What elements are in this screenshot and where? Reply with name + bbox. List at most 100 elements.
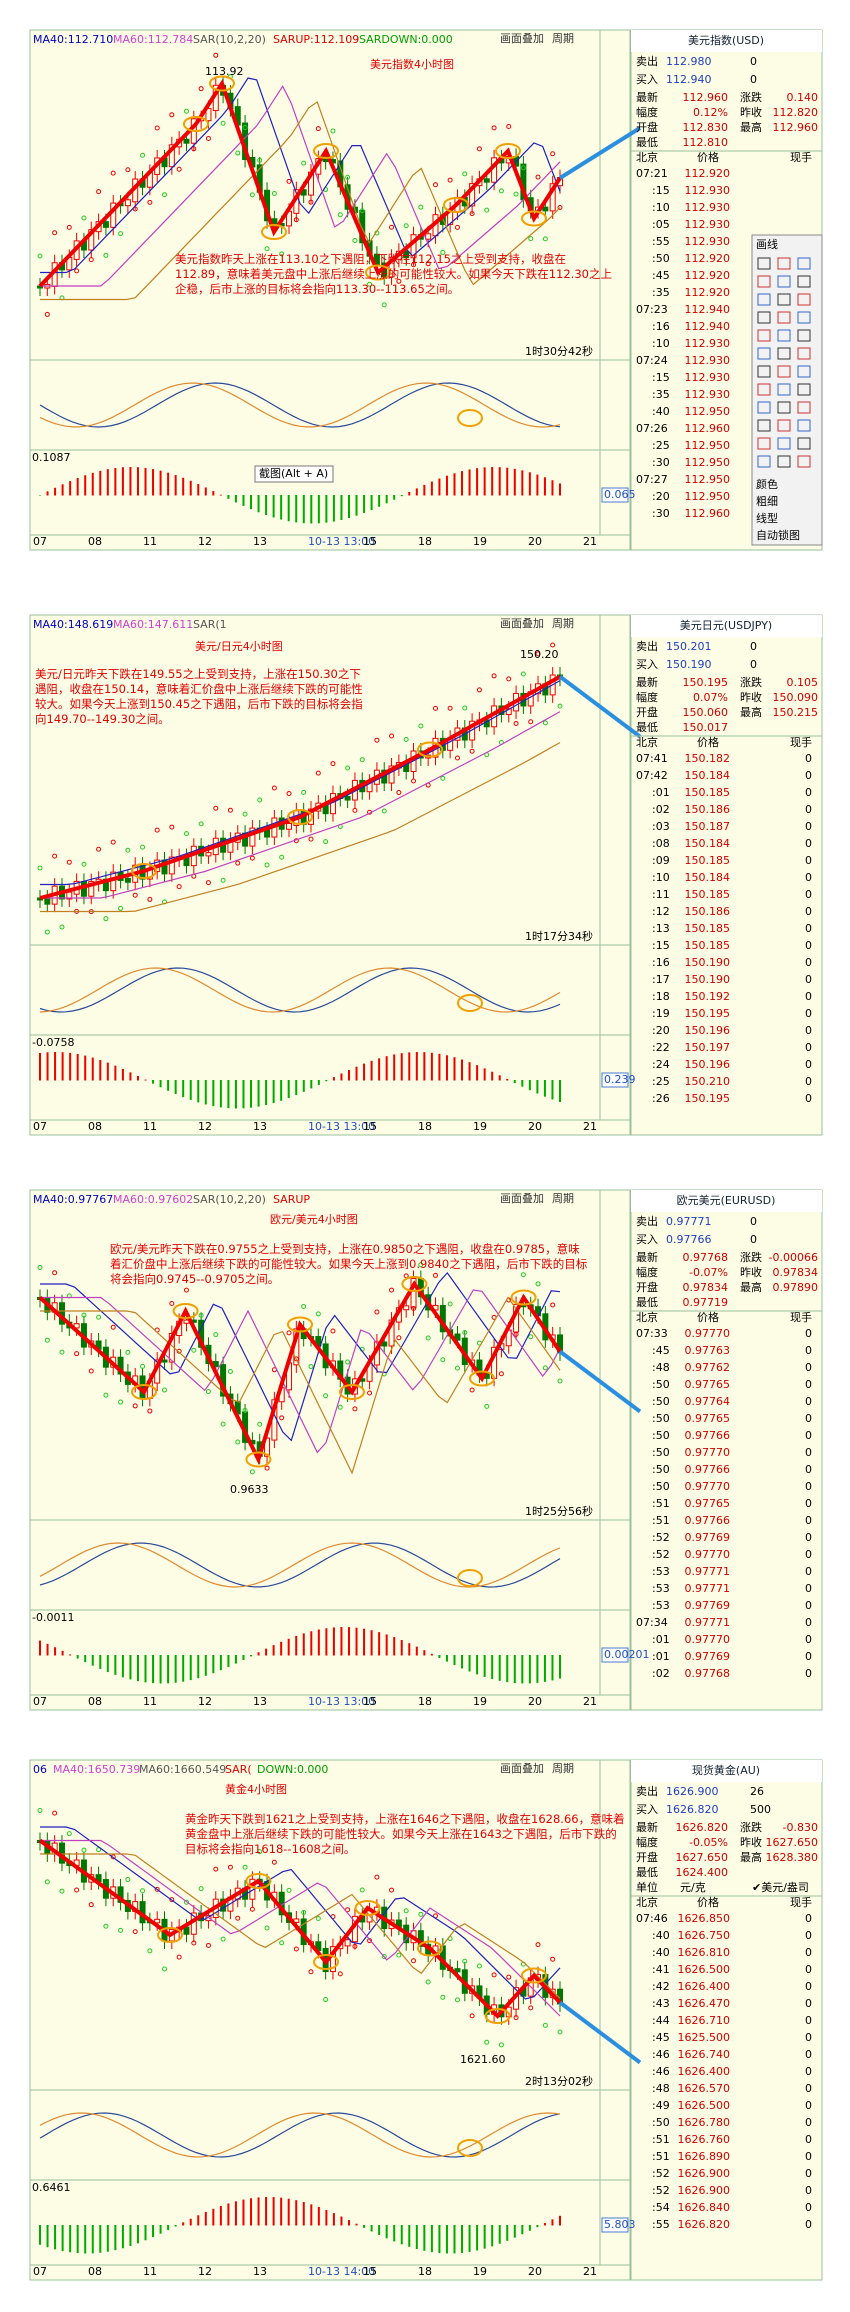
forecast-arrow <box>558 674 642 739</box>
toolbar-item[interactable]: 粗细 <box>756 495 778 508</box>
sar-dot <box>462 1329 468 1335</box>
tool-icon[interactable] <box>757 401 771 414</box>
unit-option[interactable]: 单位 <box>636 1880 658 1894</box>
tick-volume: 0 <box>805 1650 812 1663</box>
tool-icon[interactable] <box>797 257 811 270</box>
stat-value: 112.810 <box>683 136 729 149</box>
sar-dot <box>132 892 138 898</box>
x-axis-label: 19 <box>473 2265 487 2278</box>
tool-icon[interactable] <box>777 329 791 342</box>
menu-tab[interactable]: 画面叠加 <box>500 617 544 630</box>
sar-dot <box>205 880 211 886</box>
sar-dot <box>352 807 358 813</box>
tool-icon[interactable] <box>777 455 791 468</box>
sar-dot <box>74 1351 80 1357</box>
pivot-marker <box>183 116 209 132</box>
oscillator-line <box>39 967 561 1013</box>
tick-price: 112.930 <box>685 184 731 197</box>
sar-dot <box>198 86 204 92</box>
tool-icon[interactable] <box>777 293 791 306</box>
macd-bar <box>106 469 109 496</box>
macd-box <box>601 487 629 503</box>
tool-icon[interactable] <box>757 275 771 288</box>
macd-bar <box>536 1080 539 1094</box>
menu-tab[interactable]: 画面叠加 <box>500 1192 544 1205</box>
tool-icon[interactable] <box>797 329 811 342</box>
macd-bar <box>287 495 290 522</box>
tool-icon[interactable] <box>797 347 811 360</box>
tool-icon[interactable] <box>757 257 771 270</box>
tool-icon[interactable] <box>777 365 791 378</box>
stat-label: 最新 <box>636 675 658 689</box>
tool-icon[interactable] <box>777 257 791 270</box>
toolbar-item[interactable]: 颜色 <box>756 477 778 491</box>
tool-icon[interactable] <box>757 347 771 360</box>
tool-icon[interactable] <box>757 455 771 468</box>
macd-bar <box>234 1080 237 1109</box>
macd-bar <box>506 467 509 496</box>
toolbar-item[interactable]: 线型 <box>756 511 778 525</box>
sar-dot <box>162 1387 168 1393</box>
pivot-marker <box>245 1451 272 1468</box>
tick-volume: 0 <box>805 1446 812 1459</box>
tool-icon[interactable] <box>797 419 811 432</box>
moving-average <box>40 77 561 274</box>
tick-price: 0.97770 <box>685 1480 731 1493</box>
tool-icon[interactable] <box>777 419 791 432</box>
sar-dot <box>440 1357 446 1363</box>
macd-box <box>601 1072 629 1088</box>
tick-price: 0.97763 <box>685 1344 731 1357</box>
macd-bar <box>445 475 448 496</box>
toolbar-item[interactable]: 画线 <box>756 237 778 251</box>
tool-icon[interactable] <box>797 365 811 378</box>
tool-icon[interactable] <box>757 383 771 396</box>
tick-price: 150.185 <box>685 888 731 901</box>
macd-bar <box>280 1080 283 1101</box>
menu-tab[interactable]: 周期 <box>552 1192 574 1205</box>
unit-option[interactable]: 元/克 <box>680 1881 706 1894</box>
tool-icon[interactable] <box>797 383 811 396</box>
sar-dot <box>411 1305 417 1311</box>
sar-dot <box>286 791 292 797</box>
menu-tab[interactable]: 周期 <box>552 617 574 630</box>
tool-icon[interactable] <box>757 419 771 432</box>
quote-header-bg <box>631 615 822 637</box>
menu-tab[interactable]: 周期 <box>552 1762 574 1775</box>
tick-price: 150.185 <box>685 854 731 867</box>
sar-dot <box>491 1972 497 1978</box>
tool-icon[interactable] <box>797 275 811 288</box>
stat-label: 涨跌 <box>740 90 762 104</box>
tool-icon[interactable] <box>757 293 771 306</box>
menu-tab[interactable]: 周期 <box>552 32 574 45</box>
macd-bar <box>491 467 494 496</box>
tool-icon[interactable] <box>757 329 771 342</box>
tool-icon[interactable] <box>777 383 791 396</box>
tool-icon[interactable] <box>777 401 791 414</box>
unit-option[interactable]: ✔美元/盎司 <box>752 1880 809 1894</box>
tool-icon[interactable] <box>797 311 811 324</box>
macd-value: 0.239 <box>604 1073 636 1086</box>
macd-bar <box>317 2206 320 2226</box>
macd-bar <box>445 1655 448 1662</box>
tick-time: :15 <box>652 371 670 384</box>
indicator-label: MA40:1650.739 <box>53 1763 140 1776</box>
tool-icon[interactable] <box>777 275 791 288</box>
candle-body <box>286 823 293 830</box>
sar-dot <box>220 877 226 883</box>
menu-tab[interactable]: 画面叠加 <box>500 32 544 45</box>
tool-icon[interactable] <box>777 437 791 450</box>
tool-icon[interactable] <box>797 455 811 468</box>
tool-icon[interactable] <box>757 437 771 450</box>
tool-icon[interactable] <box>777 311 791 324</box>
tool-icon[interactable] <box>797 437 811 450</box>
tool-icon[interactable] <box>757 365 771 378</box>
sar-dot <box>242 1864 248 1870</box>
menu-tab[interactable]: 画面叠加 <box>500 1762 544 1775</box>
tool-icon[interactable] <box>797 401 811 414</box>
tool-icon[interactable] <box>757 311 771 324</box>
macd-bar <box>385 1634 388 1656</box>
sar-dot <box>418 204 424 210</box>
tool-icon[interactable] <box>797 293 811 306</box>
tool-icon[interactable] <box>777 347 791 360</box>
toolbar-item[interactable]: 自动锁图 <box>756 528 800 542</box>
